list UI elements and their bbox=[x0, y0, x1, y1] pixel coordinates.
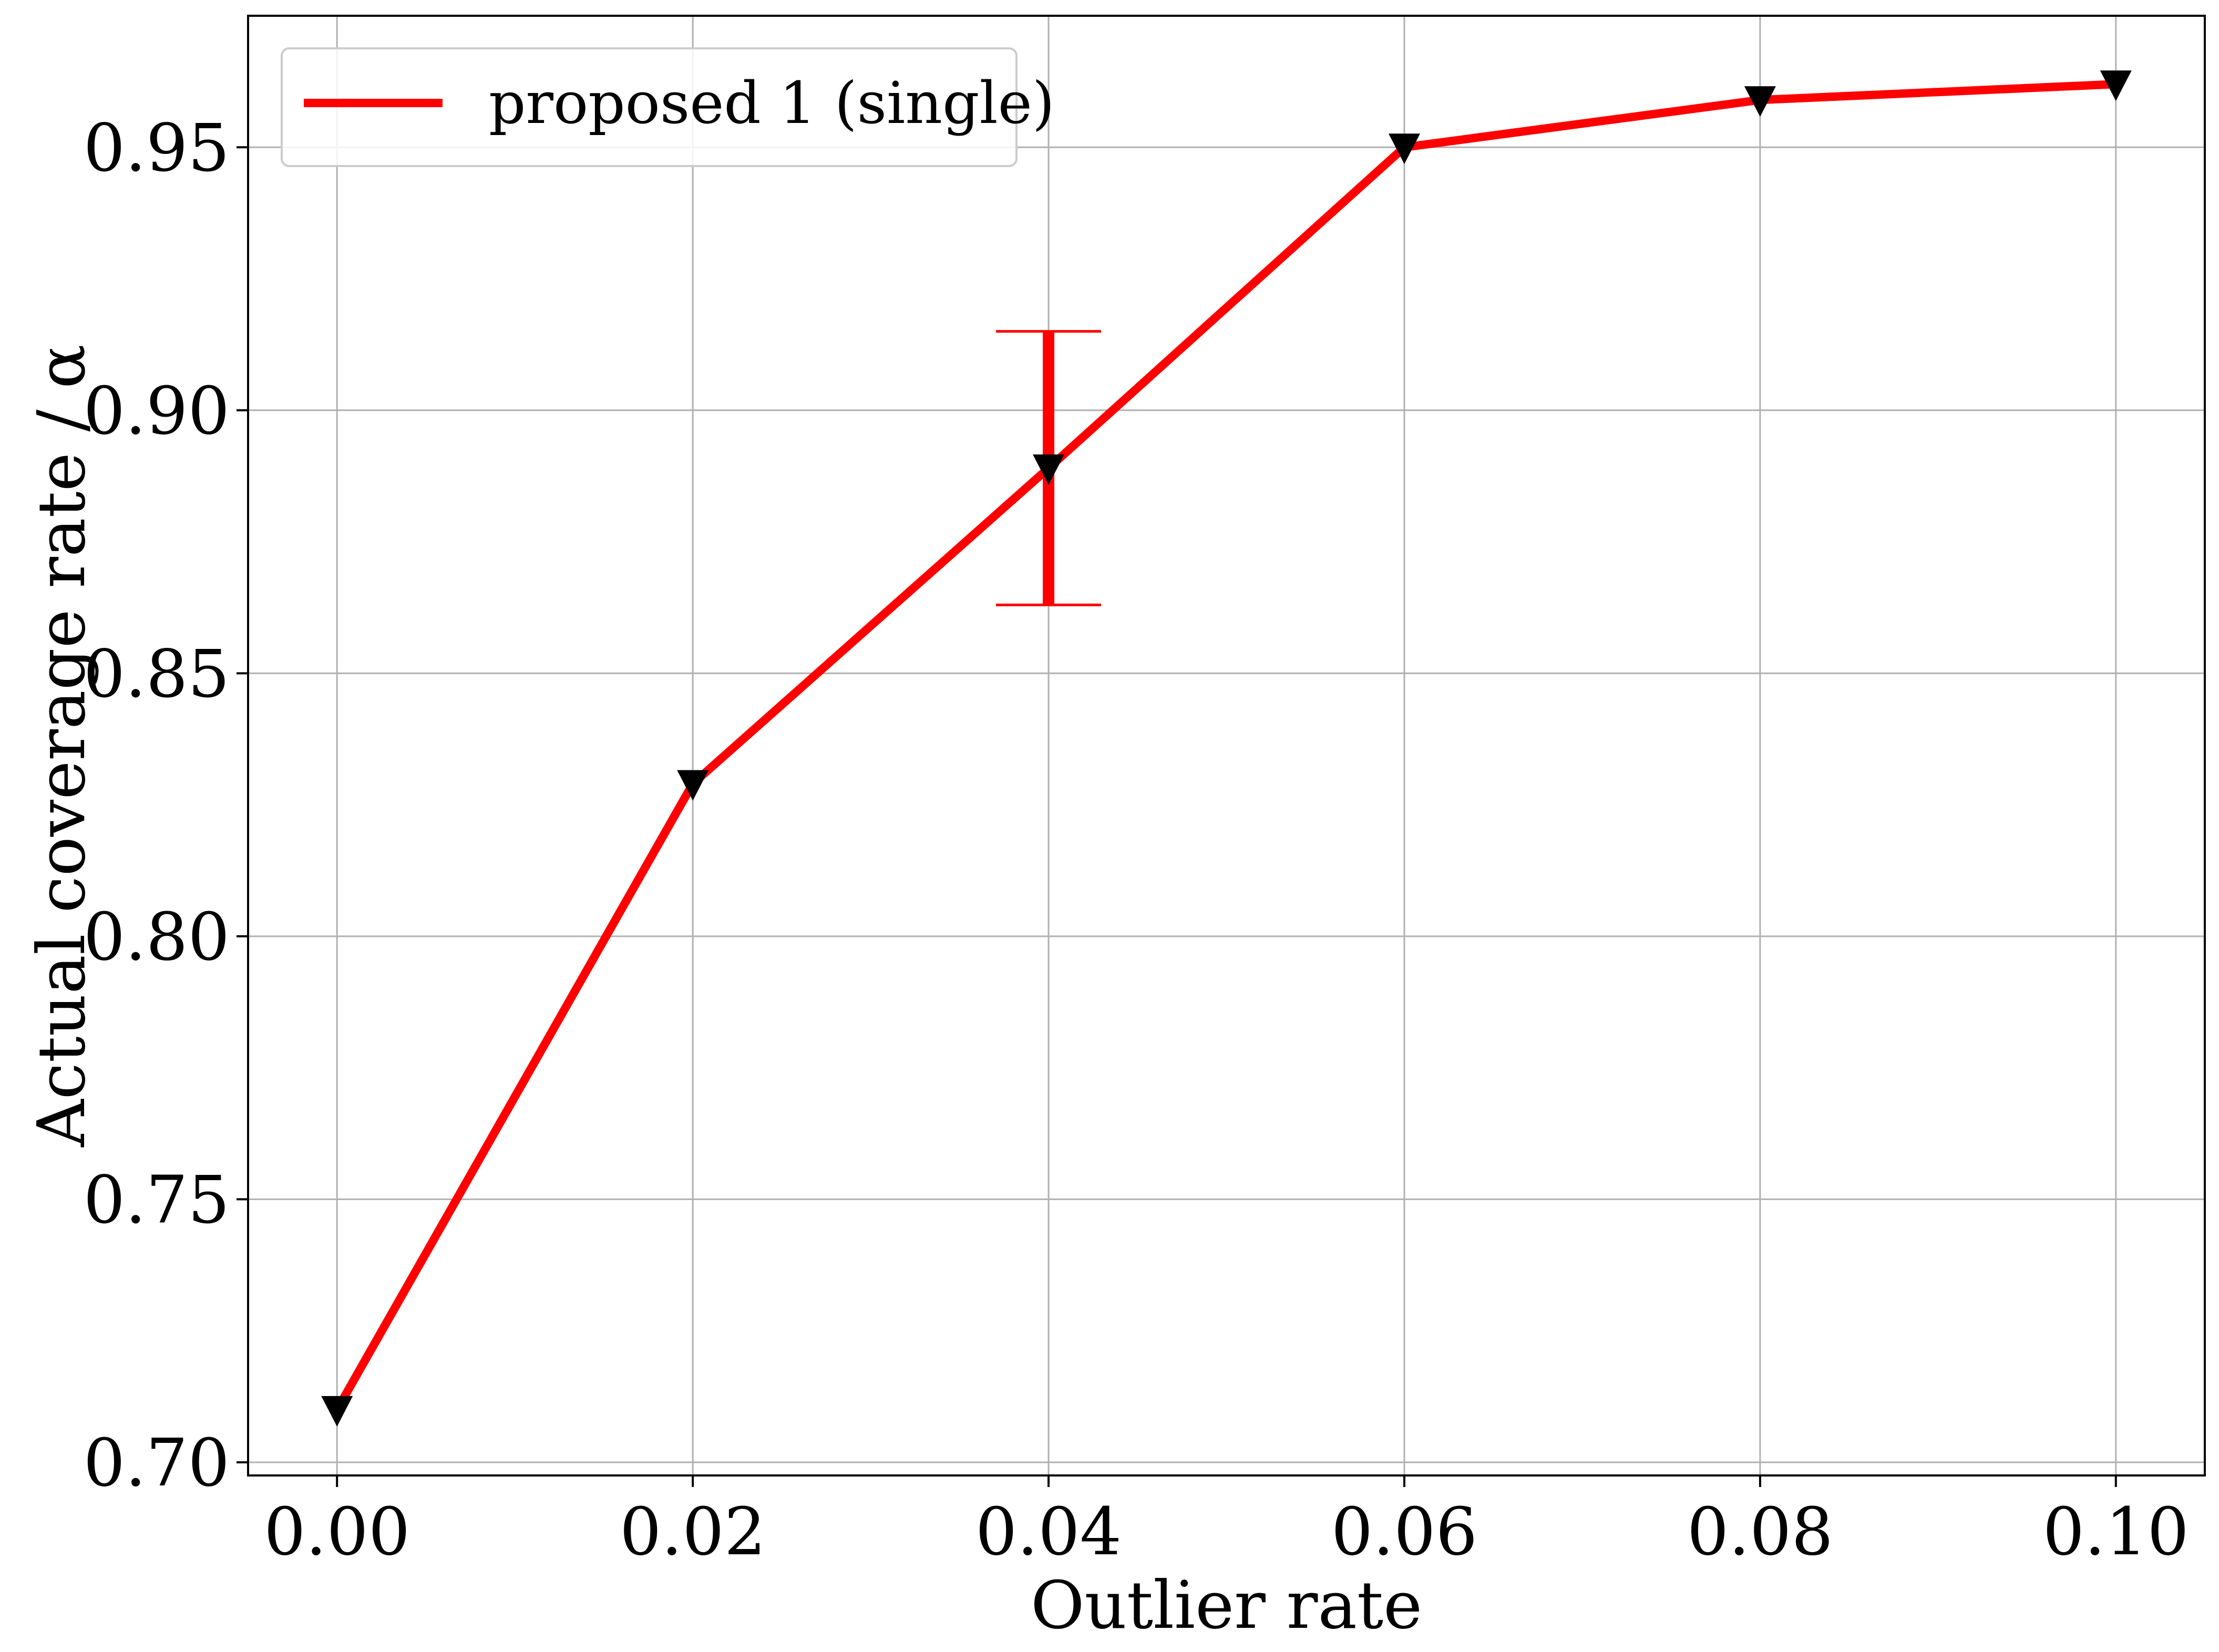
y-tick-label: 0.90 bbox=[84, 373, 230, 449]
data-point-marker bbox=[1388, 133, 1420, 164]
y-axis-label: Actual coverage rate / α bbox=[24, 344, 100, 1148]
y-tick-label: 0.70 bbox=[84, 1425, 230, 1501]
x-tick-label: 0.02 bbox=[620, 1494, 766, 1570]
data-point-marker bbox=[1744, 86, 1776, 117]
y-tick-label: 0.95 bbox=[84, 110, 230, 186]
x-tick-label: 0.06 bbox=[1331, 1494, 1477, 1570]
x-axis-label: Outlier rate bbox=[1031, 1567, 1422, 1644]
grid-lines bbox=[248, 16, 2205, 1475]
data-point-marker bbox=[2100, 70, 2132, 101]
x-tick-label: 0.08 bbox=[1687, 1494, 1833, 1570]
data-point-marker bbox=[677, 770, 709, 801]
y-axis-ticks: 0.70 0.75 0.80 0.85 0.90 0.95 bbox=[84, 110, 248, 1501]
x-tick-label: 0.04 bbox=[975, 1494, 1122, 1570]
y-tick-label: 0.80 bbox=[84, 899, 230, 975]
legend-entry-label: proposed 1 (single) bbox=[489, 69, 1055, 137]
series-line bbox=[333, 80, 2120, 1414]
series-layer bbox=[321, 70, 2132, 1427]
y-tick-label: 0.85 bbox=[84, 636, 230, 712]
legend: proposed 1 (single) bbox=[281, 47, 1055, 167]
y-tick-label: 0.75 bbox=[84, 1162, 230, 1238]
x-axis-ticks: 0.00 0.02 0.04 0.06 0.08 0.10 bbox=[264, 1475, 2189, 1570]
data-point-marker bbox=[321, 1396, 353, 1427]
x-tick-label: 0.00 bbox=[264, 1494, 410, 1570]
data-point-marker bbox=[1033, 454, 1065, 485]
plot-frame bbox=[247, 15, 2206, 1477]
x-tick-label: 0.10 bbox=[2043, 1494, 2189, 1570]
legend-box bbox=[281, 47, 1018, 167]
